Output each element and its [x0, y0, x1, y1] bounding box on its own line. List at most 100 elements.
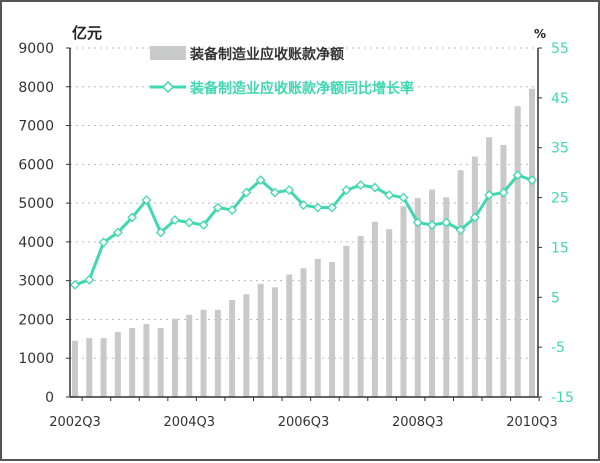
- line-point: [241, 187, 252, 198]
- bar: [343, 245, 350, 397]
- bar: [300, 268, 307, 397]
- line-point: [84, 274, 95, 285]
- bar: [257, 283, 264, 397]
- bar: [243, 294, 250, 397]
- line-point: [384, 190, 395, 200]
- line-point: [469, 212, 480, 223]
- bar: [271, 287, 278, 397]
- left-axis-unit: 亿元: [72, 24, 102, 42]
- right-tick-label: -15: [551, 390, 574, 406]
- line-point: [198, 220, 209, 230]
- line-point: [70, 279, 80, 290]
- line-point: [184, 217, 195, 228]
- left-tick-label: 8000: [18, 80, 54, 96]
- line-point: [284, 185, 295, 196]
- line-point: [112, 227, 123, 238]
- axes: 0 1000 2000 3000 4000 5000 6000 7000 8000 9000 -15…: [18, 41, 574, 430]
- line-point: [355, 180, 366, 191]
- bar: [371, 221, 378, 397]
- x-tick-label: 2004Q3: [163, 415, 215, 430]
- bar: [514, 106, 521, 398]
- line-point: [155, 227, 166, 238]
- line-point: [484, 190, 495, 200]
- bar: [443, 197, 450, 397]
- bar: [286, 274, 293, 397]
- legend-line-marker: [161, 80, 175, 94]
- line-point: [212, 202, 223, 213]
- bar: [457, 170, 464, 397]
- bar: [529, 88, 535, 397]
- bar: [143, 324, 150, 397]
- line-point: [369, 182, 380, 193]
- bar: [86, 338, 93, 397]
- bar: [100, 338, 107, 397]
- left-tick-label: 6000: [18, 157, 54, 173]
- bar: [186, 314, 193, 397]
- bar: [229, 300, 236, 397]
- right-tick-label: 15: [551, 240, 569, 256]
- bar: [200, 309, 207, 397]
- line-point: [441, 217, 452, 228]
- bar: [72, 340, 78, 397]
- bar: [314, 258, 321, 397]
- right-tick-label: 5: [551, 290, 560, 306]
- line-point: [227, 205, 238, 215]
- x-tick-label: 2010Q3: [506, 415, 558, 430]
- left-tick-label: 5000: [18, 196, 54, 212]
- bar: [214, 309, 221, 397]
- line-point: [127, 212, 138, 223]
- bar: [471, 156, 478, 397]
- line-point: [455, 225, 466, 235]
- line-point: [327, 202, 337, 213]
- x-tick-label: 2008Q3: [392, 415, 444, 430]
- bar: [114, 331, 121, 397]
- line-point: [412, 217, 423, 228]
- line-point: [527, 175, 537, 186]
- line-point: [312, 202, 323, 213]
- left-tick-label: 3000: [18, 274, 54, 290]
- x-tick-label: 2006Q3: [278, 415, 330, 430]
- right-tick-label: -5: [551, 340, 565, 356]
- line-point: [170, 215, 180, 225]
- line-point: [427, 220, 437, 230]
- bar: [157, 327, 164, 397]
- legend: 装备制造业应收账款净额 装备制造业应收账款净额同比增长率: [150, 46, 414, 97]
- legend-line-label: 装备制造业应收账款净额同比增长率: [189, 80, 414, 97]
- legend-bar-swatch: [150, 46, 186, 60]
- right-tick-label: 35: [551, 141, 569, 157]
- line-point: [398, 192, 409, 203]
- line-point: [98, 237, 109, 248]
- left-tick-label: 4000: [18, 235, 54, 251]
- line-point: [512, 170, 523, 181]
- line-series: [70, 170, 537, 290]
- right-tick-label: 55: [551, 41, 569, 57]
- left-tick-label: 1000: [18, 351, 54, 367]
- right-tick-label: 25: [551, 191, 569, 207]
- right-tick-label: 45: [551, 91, 569, 107]
- bar: [486, 137, 493, 397]
- line-point: [298, 200, 309, 210]
- bar: [357, 236, 364, 397]
- bar: [414, 198, 421, 397]
- bar: [500, 144, 507, 397]
- line-point: [141, 195, 152, 205]
- line-point: [498, 187, 509, 198]
- x-tick-label: 2002Q3: [49, 415, 101, 430]
- left-tick-label: 7000: [18, 119, 54, 135]
- bar: [429, 189, 436, 397]
- line-point: [341, 185, 352, 196]
- bar: [171, 318, 178, 397]
- left-tick-label: 2000: [18, 312, 54, 328]
- legend-bar-label: 装备制造业应收账款净额: [189, 46, 344, 63]
- line-point: [270, 187, 280, 198]
- bar: [329, 262, 336, 397]
- right-axis-unit: %: [534, 27, 546, 41]
- line-point: [255, 175, 266, 186]
- bar: [129, 327, 136, 397]
- bar: [400, 206, 407, 397]
- bar: [386, 229, 393, 397]
- bar-series: [72, 88, 535, 398]
- left-tick-label: 0: [45, 390, 54, 406]
